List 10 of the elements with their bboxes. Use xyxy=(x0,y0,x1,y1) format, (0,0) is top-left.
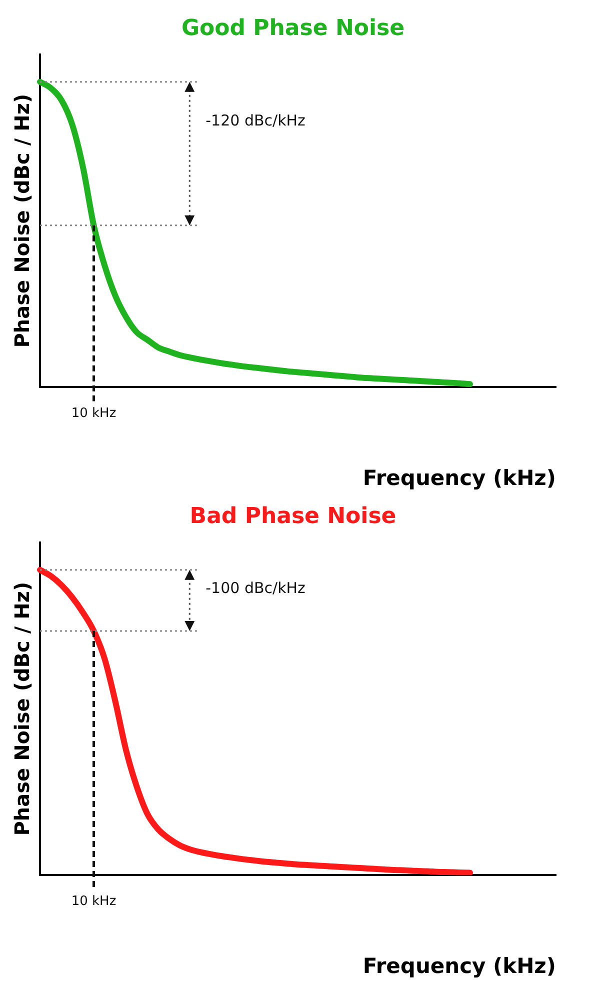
annotation: -120 dBc/kHz xyxy=(206,112,306,130)
x-axis-title: Frequency (kHz) xyxy=(362,954,556,978)
annotation: -100 dBc/kHz xyxy=(206,579,306,598)
text: 10 kHz xyxy=(71,894,116,910)
y-axis-title: Phase Noise (dBc / Hz) xyxy=(10,582,34,836)
x-axis-title: Frequency (kHz) xyxy=(362,466,556,490)
chart-title: Good Phase Noise xyxy=(181,16,405,41)
text: 10 kHz xyxy=(71,406,116,422)
chart-title: Bad Phase Noise xyxy=(190,504,396,529)
y-axis-title: Phase Noise (dBc / Hz) xyxy=(10,94,34,348)
